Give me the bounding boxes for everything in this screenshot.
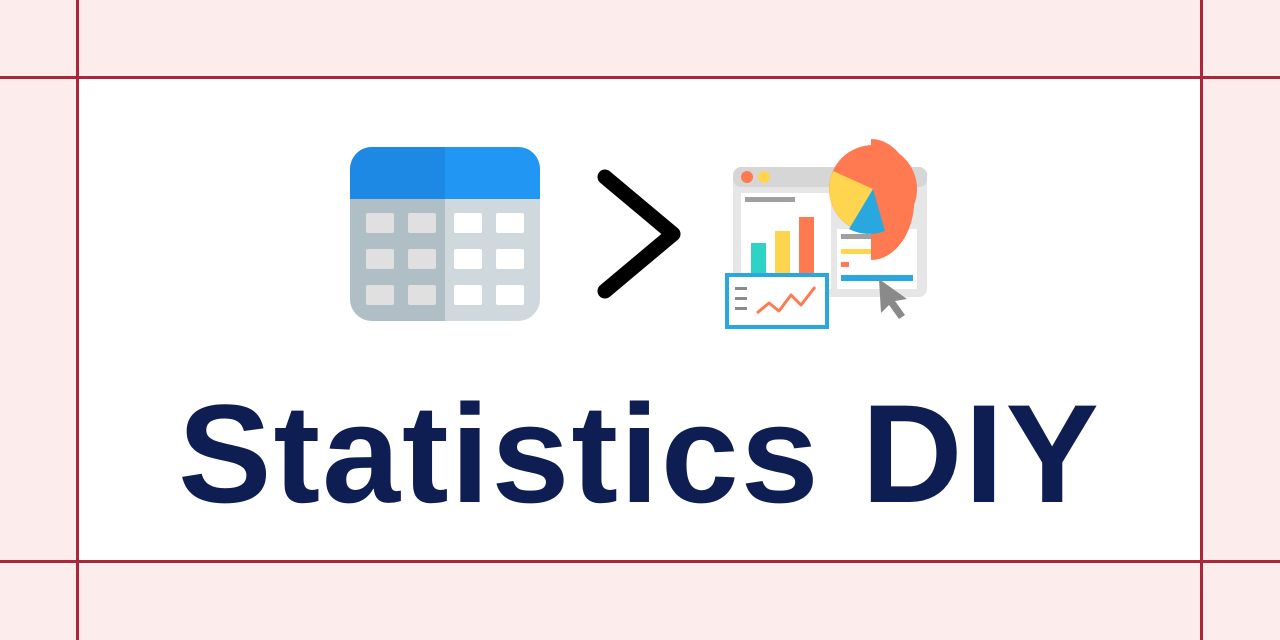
content-card: Statistics DIY <box>79 79 1200 560</box>
frame-line-left <box>76 0 79 640</box>
analytics-dashboard-icon <box>725 139 927 329</box>
page-title: Statistics DIY <box>178 375 1101 532</box>
frame-line-right <box>1200 0 1203 640</box>
icon-row <box>349 139 929 339</box>
greater-than-chevron-icon <box>597 169 681 299</box>
spreadsheet-table-icon <box>350 147 540 321</box>
frame-line-top <box>0 76 1280 79</box>
frame-line-bottom <box>0 560 1280 563</box>
